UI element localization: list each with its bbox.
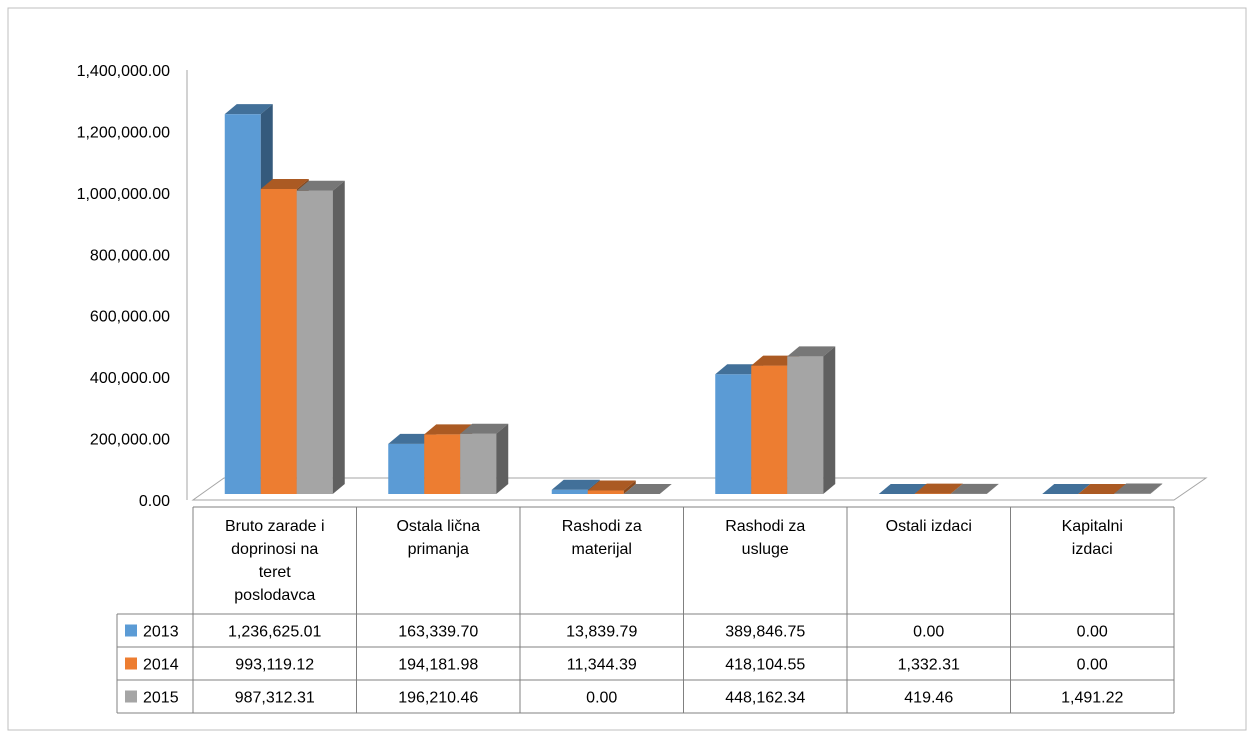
data-label: 0.00 [1077,624,1108,641]
bar [297,181,345,494]
data-label: 987,312.31 [235,690,315,707]
category-label: Rashodi za [725,518,805,535]
bar-front [424,434,460,494]
legend-swatch [125,625,137,637]
bar-side [496,424,508,494]
category-label: primanja [408,541,469,558]
data-label: 194,181.98 [398,657,478,674]
data-label: 389,846.75 [725,624,805,641]
data-label: 163,339.70 [398,624,478,641]
y-tick-label: 1,200,000.00 [77,124,171,141]
data-label: 418,104.55 [725,657,805,674]
bar [460,424,508,494]
category-label: poslodavca [234,587,315,604]
category-label: Bruto zarade i [225,518,325,535]
chart-border [8,8,1246,730]
category-label: doprinosi na [231,541,318,558]
data-label: 1,236,625.01 [228,624,322,641]
data-label: 1,332.31 [898,657,960,674]
bar-front [297,191,333,494]
bar [787,346,835,494]
data-label: 196,210.46 [398,690,478,707]
bar-front [715,374,751,494]
legend-label: 2013 [143,624,179,641]
y-tick-label: 1,000,000.00 [77,186,171,203]
bar-front [225,114,261,494]
y-tick-label: 200,000.00 [90,432,170,449]
legend-label: 2015 [143,690,179,707]
data-label: 448,162.34 [725,690,805,707]
bar-front [751,366,787,494]
bar-front [261,189,297,494]
bar-front [787,356,823,494]
y-tick-label: 800,000.00 [90,247,170,264]
category-label: usluge [742,541,789,558]
bar-front [388,444,424,494]
bar-side [333,181,345,494]
bar-front [552,490,588,494]
y-tick-label: 0.00 [139,493,170,510]
data-label: 11,344.39 [567,657,637,674]
category-label: izdaci [1072,541,1113,558]
legend-swatch [125,658,137,670]
bar-front [588,491,624,494]
data-label: 0.00 [586,690,617,707]
y-tick-label: 1,400,000.00 [77,63,171,80]
y-tick-label: 600,000.00 [90,309,170,326]
y-tick-label: 400,000.00 [90,370,170,387]
bar-side [823,346,835,494]
data-label: 0.00 [913,624,944,641]
category-label: Ostali izdaci [886,518,972,535]
category-label: Rashodi za [562,518,642,535]
data-label: 0.00 [1077,657,1108,674]
category-label: Kapitalni [1062,518,1123,535]
data-label: 419.46 [904,690,953,707]
legend-label: 2014 [143,657,179,674]
bar-front [460,434,496,494]
data-label: 1,491.22 [1061,690,1123,707]
data-label: 993,119.12 [235,657,314,674]
category-label: teret [259,564,292,581]
data-label: 13,839.79 [566,624,637,641]
category-label: materijal [572,541,632,558]
category-label: Ostala lična [396,518,480,535]
legend-swatch [125,691,137,703]
